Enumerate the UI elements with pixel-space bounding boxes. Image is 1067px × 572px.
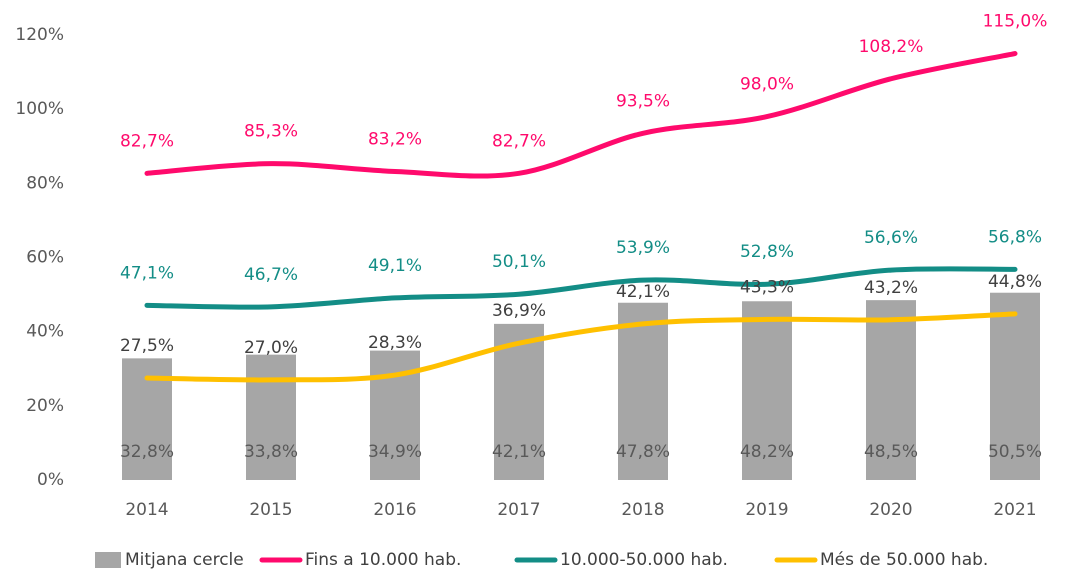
bar (866, 300, 916, 480)
line-label: 98,0% (740, 75, 794, 95)
x-tick-label: 2016 (373, 500, 416, 520)
bar-label: 47,8% (616, 442, 670, 462)
line-label: 56,8% (988, 227, 1042, 247)
line (144, 311, 1018, 383)
legend-label: 10.000-50.000 hab. (560, 550, 728, 570)
bar-label: 34,9% (368, 442, 422, 462)
line-label: 36,9% (492, 301, 546, 321)
bar-label: 48,5% (864, 442, 918, 462)
y-tick-label: 60% (26, 248, 64, 268)
x-tick-label: 2018 (621, 500, 664, 520)
line-label: 47,1% (120, 263, 174, 283)
y-tick-label: 40% (26, 322, 64, 342)
bar-label: 33,8% (244, 442, 298, 462)
line-label: 27,0% (244, 338, 298, 358)
y-tick-label: 20% (26, 396, 64, 416)
line-label: 115,0% (983, 12, 1048, 32)
y-tick-label: 120% (15, 25, 64, 45)
line-label: 43,2% (864, 278, 918, 298)
x-tick-label: 2019 (745, 500, 788, 520)
line-label: 46,7% (244, 265, 298, 285)
line-label: 83,2% (368, 129, 422, 149)
line-label: 50,1% (492, 252, 546, 272)
line-label: 27,5% (120, 336, 174, 356)
line-label: 49,1% (368, 256, 422, 276)
line-label: 82,7% (492, 131, 546, 151)
bar-label: 50,5% (988, 442, 1042, 462)
bar (742, 301, 792, 480)
line-label: 28,3% (368, 333, 422, 353)
bar (494, 323, 544, 480)
legend-label: Mitjana cercle (125, 550, 244, 570)
line (144, 266, 1018, 310)
line (144, 51, 1018, 179)
line-label: 53,9% (616, 238, 670, 258)
line-label: 85,3% (244, 122, 298, 142)
legend-label: Més de 50.000 hab. (820, 550, 988, 570)
bar-label: 32,8% (120, 442, 174, 462)
legend-swatch (95, 552, 121, 568)
line-label: 52,8% (740, 242, 794, 262)
bar (618, 302, 668, 480)
line-label: 82,7% (120, 131, 174, 151)
line-label: 43,3% (740, 277, 794, 297)
line-label: 56,6% (864, 228, 918, 248)
bar-label: 42,1% (492, 442, 546, 462)
x-tick-label: 2017 (497, 500, 540, 520)
bar (246, 354, 296, 480)
bar (990, 292, 1040, 480)
y-tick-label: 100% (15, 99, 64, 119)
x-tick-label: 2021 (993, 500, 1036, 520)
x-tick-label: 2014 (125, 500, 168, 520)
bar-label: 48,2% (740, 442, 794, 462)
x-tick-label: 2020 (869, 500, 912, 520)
line-label: 42,1% (616, 282, 670, 302)
x-tick-label: 2015 (249, 500, 292, 520)
legend-label: Fins a 10.000 hab. (305, 550, 461, 570)
y-tick-label: 0% (37, 470, 64, 490)
line-label: 93,5% (616, 91, 670, 111)
line-label: 44,8% (988, 272, 1042, 292)
y-tick-label: 80% (26, 173, 64, 193)
line-label: 108,2% (859, 37, 924, 57)
